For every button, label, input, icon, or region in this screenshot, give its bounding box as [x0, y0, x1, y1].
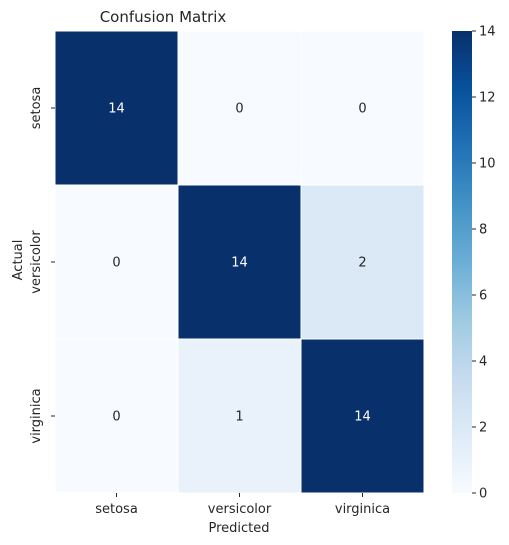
colorbar-tick-label: 14 — [479, 25, 496, 40]
x-tick-label: virginica — [335, 502, 390, 517]
cell-value-label: 1 — [235, 410, 243, 425]
cell-value-label: 0 — [358, 102, 366, 117]
heatmap-cell — [300, 184, 425, 340]
cell-value-label: 14 — [231, 256, 248, 271]
y-tick-label: setosa — [29, 87, 44, 130]
heatmap-cell — [177, 30, 302, 186]
y-axis-label: Actual — [11, 240, 26, 281]
colorbar-tick-label: 6 — [479, 289, 487, 304]
cell-value-label: 0 — [235, 102, 243, 117]
heatmap-cell — [54, 30, 179, 186]
x-tick-label: versicolor — [208, 502, 272, 517]
heatmap-cell — [54, 184, 179, 340]
colorbar-tick-label: 10 — [479, 157, 496, 172]
cell-value-label: 2 — [358, 256, 366, 271]
colorbar — [452, 31, 472, 493]
colorbar-tick-label: 12 — [479, 91, 496, 106]
x-tick-label: setosa — [95, 502, 138, 517]
cell-value-label: 0 — [112, 256, 120, 271]
colorbar-tick-label: 4 — [479, 355, 487, 370]
chart-title: Confusion Matrix — [100, 8, 227, 26]
x-axis-ticks: setosa versicolor virginica — [95, 493, 390, 517]
heatmap-cells — [54, 30, 425, 494]
x-axis-label: Predicted — [208, 521, 269, 536]
cell-value-label: 14 — [354, 410, 371, 425]
heatmap-cell — [177, 338, 302, 494]
heatmap-cell — [300, 30, 425, 186]
y-tick-label: versicolor — [29, 230, 44, 294]
y-axis-ticks: setosa versicolor virginica — [29, 87, 55, 444]
y-tick-label: virginica — [29, 388, 44, 443]
colorbar-ticks: 0 2 4 6 8 10 12 14 — [472, 25, 496, 502]
colorbar-tick-label: 0 — [479, 487, 487, 502]
colorbar-tick-label: 2 — [479, 421, 487, 436]
colorbar-tick-label: 8 — [479, 223, 487, 238]
heatmap-cell — [177, 184, 302, 340]
cell-value-label: 14 — [108, 102, 125, 117]
cell-value-label: 0 — [112, 410, 120, 425]
heatmap-annotations: 14 0 0 0 14 2 0 1 14 — [108, 102, 371, 425]
